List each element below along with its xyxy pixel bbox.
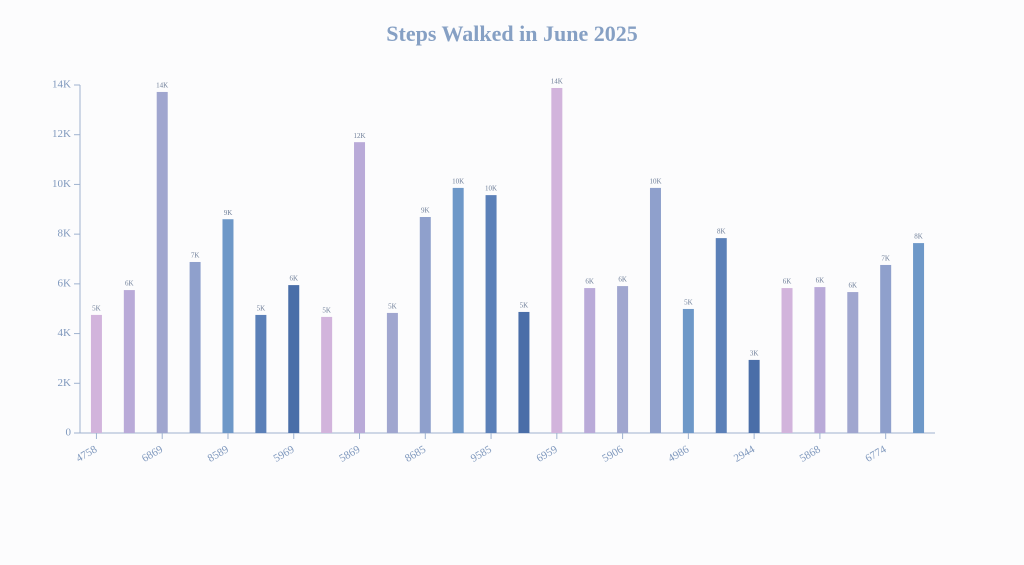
bar [452,187,464,433]
bar [156,91,168,434]
data-label: 10K [649,178,661,186]
data-label: 6K [125,280,134,288]
y-tick-label: 8K [58,228,72,240]
bar [551,87,563,434]
data-label: 12K [353,132,365,140]
bar [419,216,431,433]
data-label: 14K [551,78,563,86]
bar [518,311,530,433]
bar [781,288,793,433]
data-label: 14K [156,82,168,90]
bar [880,264,892,433]
x-tick-label: 5869 [337,443,362,465]
x-tick-label: 5868 [798,443,823,465]
bar [913,243,925,433]
bar [485,195,497,433]
x-tick-label: 8685 [403,443,428,465]
data-label: 8K [717,228,726,236]
x-tick-label: 5906 [600,443,625,465]
data-label: 8K [914,233,923,241]
y-tick-label: 6K [58,277,72,289]
bar [715,238,727,433]
data-label: 9K [421,207,430,215]
data-label: 6K [783,278,792,286]
x-tick-label: 4986 [666,443,691,465]
bar [321,316,333,433]
bar [814,287,826,433]
data-label: 5K [322,307,331,315]
y-tick-label: 4K [58,327,72,339]
chart-title: Steps Walked in June 2025 [386,21,637,46]
x-tick-label: 8589 [206,443,231,465]
data-label: 5K [388,303,397,311]
data-label: 6K [585,278,594,286]
data-label: 5K [684,299,693,307]
bar [123,290,135,433]
data-label: 6K [816,277,825,285]
bar [386,312,398,433]
x-tick-label: 2944 [732,443,757,465]
bar [584,288,596,433]
bar [90,314,102,433]
data-label: 10K [485,185,497,193]
bar [748,359,760,433]
bar [189,261,201,433]
data-label: 7K [881,255,890,263]
bar [288,285,300,433]
bar [255,314,267,433]
x-tick-label: 6774 [863,443,888,465]
bar [682,308,694,433]
data-label: 7K [191,252,200,260]
y-tick-label: 2K [58,377,72,389]
data-label: 10K [452,178,464,186]
y-tick-label: 14K [52,79,71,91]
data-label: 5K [520,302,529,310]
data-label: 5K [92,305,101,313]
x-tick-label: 6869 [140,443,165,465]
bar [649,187,661,433]
y-tick-label: 12K [52,128,71,140]
bar [847,292,859,433]
y-tick-label: 10K [52,178,71,190]
bar [617,286,629,433]
x-tick-label: 4758 [74,443,99,465]
data-label: 6K [289,275,298,283]
data-label: 6K [849,282,858,290]
bar [222,219,234,433]
bar [354,142,366,433]
data-label: 9K [224,209,233,217]
data-label: 3K [750,350,759,358]
x-tick-label: 5969 [271,443,296,465]
data-label: 6K [618,276,627,284]
y-tick-label: 0 [66,427,72,439]
x-tick-label: 9585 [469,443,494,465]
x-tick-label: 6959 [535,443,560,465]
data-label: 5K [257,305,266,313]
